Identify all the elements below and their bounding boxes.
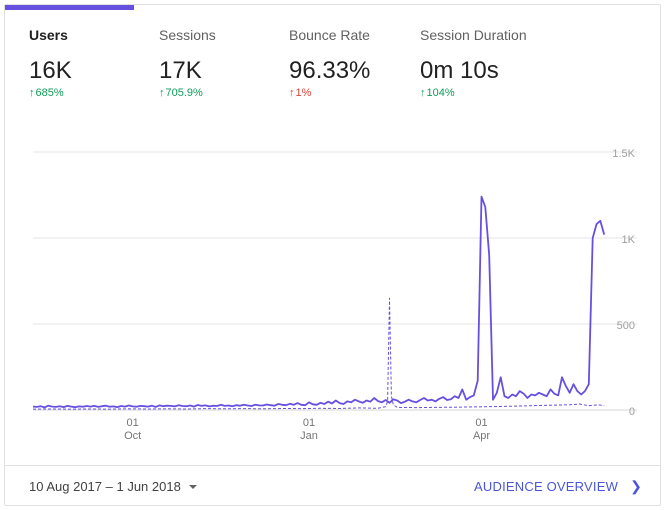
arrow-up-icon: ↑ bbox=[289, 87, 295, 99]
tab-change: ↑685% bbox=[29, 87, 64, 99]
tab-title: Users bbox=[29, 27, 68, 43]
date-range-label: 10 Aug 2017 – 1 Jun 2018 bbox=[29, 479, 181, 494]
metric-tabs: Users 16K ↑685% Sessions 17K ↑705.9% Bou… bbox=[5, 5, 660, 115]
tab-change: ↑705.9% bbox=[159, 87, 203, 99]
arrow-up-icon: ↑ bbox=[29, 87, 35, 99]
audience-overview-link[interactable]: AUDIENCE OVERVIEW ❯ bbox=[474, 478, 642, 495]
x-tick-day: 01 bbox=[127, 417, 139, 429]
tab-sessions[interactable]: Sessions 17K ↑705.9% bbox=[134, 5, 264, 115]
tab-bounce-rate[interactable]: Bounce Rate 96.33% ↑1% bbox=[264, 5, 394, 115]
footer-divider bbox=[5, 465, 660, 466]
y-tick-label: 1K bbox=[622, 234, 636, 246]
tab-value: 96.33% bbox=[289, 57, 371, 84]
x-tick-month: Apr bbox=[473, 430, 490, 442]
caret-down-icon bbox=[188, 485, 197, 489]
x-tick-month: Jan bbox=[300, 430, 318, 442]
tab-change-value: 705.9% bbox=[165, 87, 203, 99]
tab-value: 16K bbox=[29, 57, 72, 84]
tab-change-value: 1% bbox=[295, 87, 312, 99]
tab-change: ↑104% bbox=[420, 87, 455, 99]
y-tick-label: 0 bbox=[629, 406, 635, 418]
audience-overview-label: AUDIENCE OVERVIEW bbox=[474, 479, 619, 494]
tab-value: 0m 10s bbox=[420, 57, 499, 84]
tab-change: ↑1% bbox=[289, 87, 311, 99]
tab-title: Session Duration bbox=[420, 27, 527, 43]
tab-change-value: 104% bbox=[426, 87, 455, 99]
active-tab-indicator bbox=[5, 5, 134, 10]
arrow-up-icon: ↑ bbox=[159, 87, 165, 99]
tab-session-duration[interactable]: Session Duration 0m 10s ↑104% bbox=[394, 5, 544, 115]
tab-title: Bounce Rate bbox=[289, 27, 370, 43]
y-tick-label: 500 bbox=[617, 320, 635, 332]
arrow-up-icon: ↑ bbox=[420, 87, 426, 99]
date-range-selector[interactable]: 10 Aug 2017 – 1 Jun 2018 bbox=[29, 479, 197, 494]
tab-users[interactable]: Users 16K ↑685% bbox=[5, 5, 134, 115]
tab-change-value: 685% bbox=[35, 87, 64, 99]
x-tick-day: 01 bbox=[475, 417, 487, 429]
x-tick-month: Oct bbox=[124, 430, 141, 442]
tab-value: 17K bbox=[159, 57, 202, 84]
chevron-right-icon: ❯ bbox=[630, 478, 642, 494]
tab-title: Sessions bbox=[159, 27, 216, 43]
x-tick-day: 01 bbox=[303, 417, 315, 429]
audience-card: Users 16K ↑685% Sessions 17K ↑705.9% Bou… bbox=[4, 4, 661, 506]
users-series-line bbox=[32, 195, 606, 409]
y-tick-label: 1.5K bbox=[612, 148, 635, 160]
